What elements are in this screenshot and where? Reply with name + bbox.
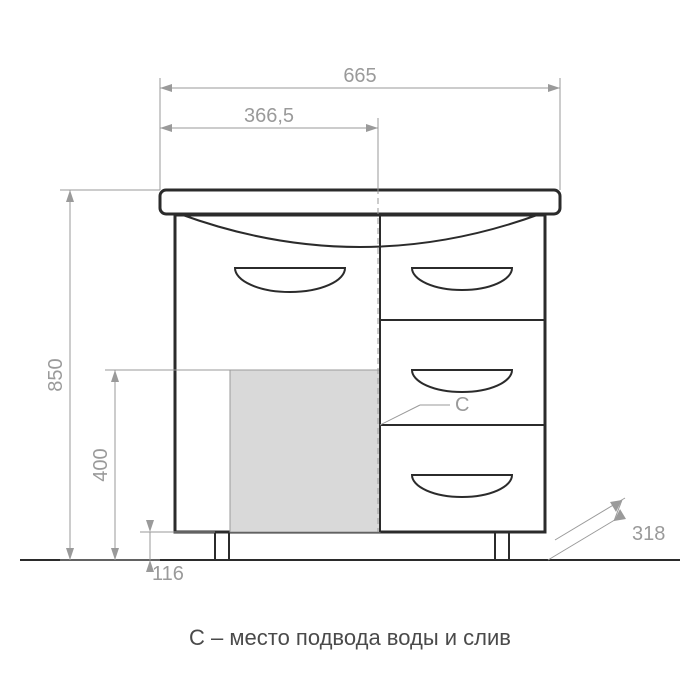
dim-center-offset-value: 366,5 <box>244 105 294 127</box>
marker-c: С <box>380 394 469 425</box>
dim-leg-height-value: 116 <box>152 563 184 585</box>
pipe-recess <box>230 370 380 532</box>
left-door <box>235 268 345 292</box>
dim-depth: 318 <box>548 498 665 560</box>
dim-depth-value: 318 <box>632 523 665 545</box>
drawing-note: С – место подвода воды и слив <box>189 625 511 650</box>
marker-c-label: С <box>455 394 469 416</box>
dim-total-width-value: 665 <box>343 65 376 87</box>
dim-total-width: 665 <box>160 65 560 92</box>
dim-total-height: 850 <box>45 190 160 560</box>
drawer-3 <box>412 475 512 497</box>
countertop <box>160 190 560 247</box>
dim-leg-height: 116 <box>140 520 215 585</box>
dim-recess-height-value: 400 <box>90 448 112 481</box>
legs <box>215 532 509 560</box>
drawer-1 <box>380 268 545 320</box>
dim-center-offset: 366,5 <box>160 105 378 132</box>
vanity-front-elevation: 665 366,5 850 400 116 <box>0 0 700 700</box>
dim-total-height-value: 850 <box>45 358 67 391</box>
